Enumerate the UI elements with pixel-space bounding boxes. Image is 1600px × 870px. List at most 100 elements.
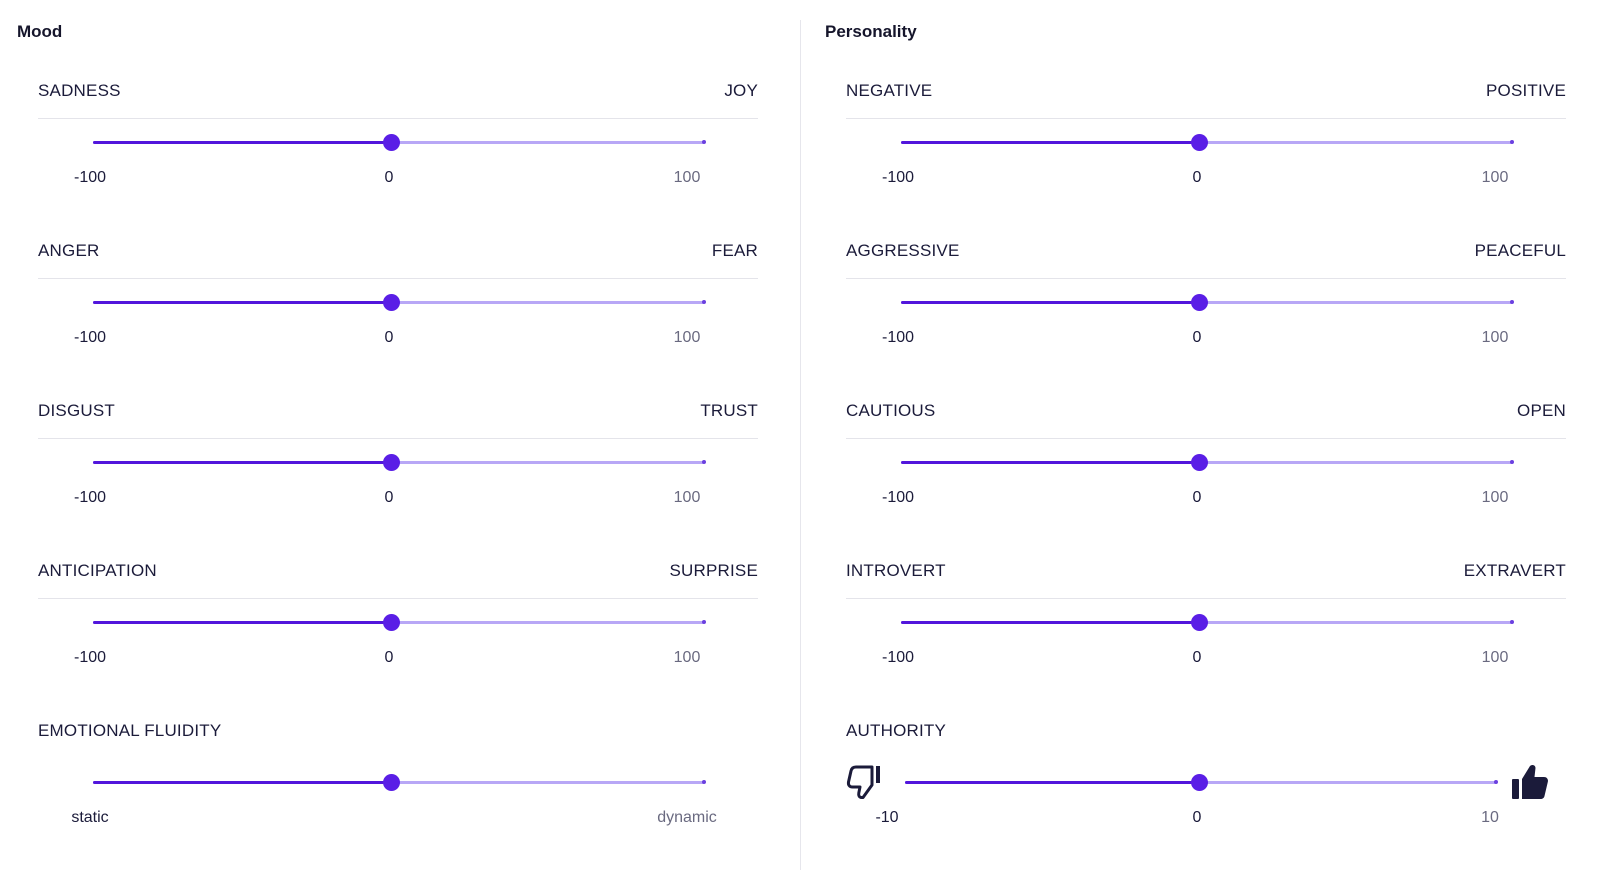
slider-track[interactable] xyxy=(93,134,706,151)
slider-mid-label: 0 xyxy=(1192,649,1202,666)
slider-mid-label: 0 xyxy=(1192,489,1202,506)
slider-track[interactable] xyxy=(901,134,1514,151)
slider-fill xyxy=(93,141,391,144)
slider-label-left: AGGRESSIVE xyxy=(846,241,960,260)
slider-mid-label: 0 xyxy=(1192,809,1202,826)
slider-min-label: -100 xyxy=(881,329,915,346)
slider-label-right: PEACEFUL xyxy=(1474,241,1566,260)
slider-track[interactable] xyxy=(901,614,1514,631)
slider-track[interactable] xyxy=(93,774,706,791)
slider-thumb[interactable] xyxy=(1191,454,1208,471)
slider-label-right: TRUST xyxy=(700,401,758,420)
slider-label-left: NEGATIVE xyxy=(846,81,933,100)
slider-thumb[interactable] xyxy=(383,294,400,311)
slider-thumb[interactable] xyxy=(383,134,400,151)
slider-min-label: -10 xyxy=(875,809,899,826)
personality-panel: Personality NEGATIVE POSITIVE -100 0 100… xyxy=(805,0,1600,870)
slider-max-label: 100 xyxy=(1481,329,1509,346)
slider-fill xyxy=(93,461,391,464)
slider-fill xyxy=(901,461,1199,464)
slider-min-label: -100 xyxy=(881,169,915,186)
slider-min-label: -100 xyxy=(73,329,107,346)
slider-row-sadness-joy: SADNESS JOY -100 0 100 xyxy=(38,0,758,186)
slider-row-disgust-trust: DISGUST TRUST -100 0 100 xyxy=(38,320,758,506)
slider-end-marker xyxy=(702,620,706,624)
slider-track[interactable] xyxy=(93,454,706,471)
slider-label-left: INTROVERT xyxy=(846,561,946,580)
slider-row-anticipation-surprise: ANTICIPATION SURPRISE -100 0 100 xyxy=(38,480,758,666)
slider-label-left: SADNESS xyxy=(38,81,121,100)
personality-title: Personality xyxy=(825,22,917,41)
slider-min-label: static xyxy=(71,809,109,826)
slider-label-right: POSITIVE xyxy=(1485,81,1566,100)
slider-min-label: -100 xyxy=(73,649,107,666)
slider-thumb[interactable] xyxy=(383,774,400,791)
mood-title: Mood xyxy=(17,22,63,41)
slider-max-label: 100 xyxy=(1481,169,1509,186)
slider-mid-label: 0 xyxy=(1192,329,1202,346)
slider-min-label: -100 xyxy=(73,489,107,506)
slider-fill xyxy=(901,301,1199,304)
slider-thumb[interactable] xyxy=(1191,774,1208,791)
slider-end-marker xyxy=(1510,300,1514,304)
mood-panel: Mood SADNESS JOY -100 0 100 ANGER FEAR -… xyxy=(17,0,758,826)
slider-mid-label: 0 xyxy=(384,489,394,506)
slider-row-aggressive-peaceful: AGGRESSIVE PEACEFUL -100 0 100 xyxy=(846,160,1566,346)
slider-max-label: 100 xyxy=(1481,649,1509,666)
slider-end-marker xyxy=(1494,780,1498,784)
slider-max-label: 100 xyxy=(673,489,701,506)
slider-min-label: -100 xyxy=(73,169,107,186)
slider-max-label: dynamic xyxy=(657,809,717,826)
slider-row-cautious-open: CAUTIOUS OPEN -100 0 100 xyxy=(846,320,1566,506)
slider-end-marker xyxy=(702,460,706,464)
slider-label-left: AUTHORITY xyxy=(846,721,947,740)
slider-row-authority: AUTHORITY -10 0 10 xyxy=(846,640,1566,826)
slider-thumb[interactable] xyxy=(1191,614,1208,631)
slider-fill xyxy=(93,301,391,304)
slider-thumb[interactable] xyxy=(383,454,400,471)
slider-mid-label: 0 xyxy=(384,329,394,346)
slider-row-emotional-fluidity: EMOTIONAL FLUIDITY static dynamic xyxy=(38,640,758,826)
slider-max-label: 100 xyxy=(1481,489,1509,506)
slider-label-right: JOY xyxy=(724,81,758,100)
thumbs-up-icon[interactable] xyxy=(1510,763,1550,803)
slider-fill xyxy=(905,781,1199,784)
slider-track[interactable] xyxy=(93,294,706,311)
slider-fill xyxy=(93,781,391,784)
slider-track[interactable] xyxy=(901,294,1514,311)
slider-track[interactable] xyxy=(905,774,1498,791)
slider-end-marker xyxy=(1510,460,1514,464)
slider-end-marker xyxy=(1510,140,1514,144)
slider-min-label: -100 xyxy=(881,649,915,666)
slider-mid-label: 0 xyxy=(1192,169,1202,186)
slider-label-right: FEAR xyxy=(711,241,758,260)
slider-thumb[interactable] xyxy=(1191,134,1208,151)
slider-track[interactable] xyxy=(901,454,1514,471)
slider-end-marker xyxy=(702,140,706,144)
slider-track[interactable] xyxy=(93,614,706,631)
slider-max-label: 100 xyxy=(673,649,701,666)
slider-label-right: SURPRISE xyxy=(669,561,758,580)
slider-thumb[interactable] xyxy=(383,614,400,631)
slider-label-left: CAUTIOUS xyxy=(846,401,936,420)
slider-max-label: 100 xyxy=(673,329,701,346)
slider-mid-label: 0 xyxy=(384,649,394,666)
slider-mid-label: 0 xyxy=(384,169,394,186)
slider-label-left: DISGUST xyxy=(38,401,115,420)
slider-row-negative-positive: NEGATIVE POSITIVE -100 0 100 xyxy=(846,0,1566,186)
slider-end-marker xyxy=(1510,620,1514,624)
slider-fill xyxy=(901,621,1199,624)
panel-divider xyxy=(800,20,801,870)
slider-label-left: ANGER xyxy=(38,241,100,260)
slider-fill xyxy=(93,621,391,624)
slider-label-right: EXTRAVERT xyxy=(1463,561,1566,580)
slider-max-label: 10 xyxy=(1481,809,1499,826)
slider-label-left: ANTICIPATION xyxy=(38,561,157,580)
slider-row-introvert-extravert: INTROVERT EXTRAVERT -100 0 100 xyxy=(846,480,1566,666)
thumbs-down-icon[interactable] xyxy=(846,761,886,801)
slider-row-anger-fear: ANGER FEAR -100 0 100 xyxy=(38,160,758,346)
slider-label-right: OPEN xyxy=(1517,401,1566,420)
slider-thumb[interactable] xyxy=(1191,294,1208,311)
slider-fill xyxy=(901,141,1199,144)
slider-label-left: EMOTIONAL FLUIDITY xyxy=(38,721,222,740)
